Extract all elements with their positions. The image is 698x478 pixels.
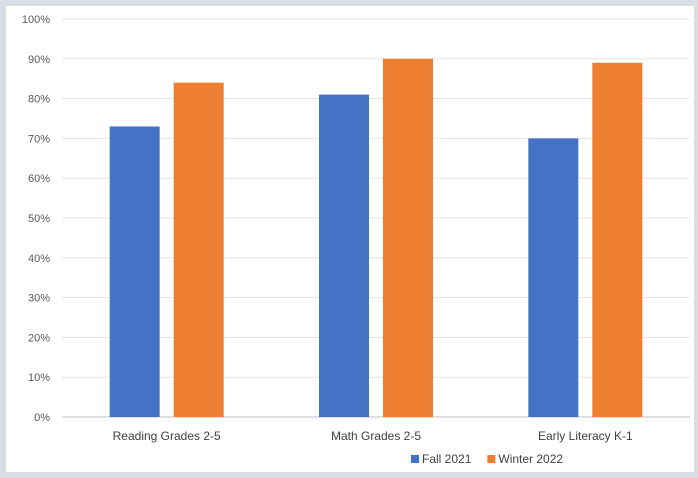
x-category-label: Early Literacy K-1	[538, 429, 633, 443]
legend-swatch	[411, 455, 419, 463]
y-tick-label: 10%	[28, 372, 50, 384]
y-tick-label: 90%	[28, 54, 50, 66]
bar	[592, 62, 643, 417]
x-category-label: Reading Grades 2-5	[113, 429, 221, 443]
bar	[173, 82, 224, 418]
y-tick-label: 30%	[28, 293, 50, 305]
legend-label: Winter 2022	[498, 452, 563, 466]
bar	[528, 138, 579, 417]
y-tick-label: 100%	[22, 14, 50, 26]
bar	[109, 126, 160, 418]
legend-label: Fall 2021	[422, 452, 472, 466]
y-tick-label: 40%	[28, 253, 50, 265]
x-category-label: Math Grades 2-5	[331, 429, 421, 443]
y-tick-label: 0%	[34, 412, 50, 424]
legend-swatch	[487, 455, 496, 463]
bar	[319, 94, 369, 418]
y-axis-ticks: 0% 10% 20% 30% 40% 50% 60% 70% 80% 90% 100%	[22, 14, 50, 424]
gridlines	[62, 18, 690, 418]
y-tick-label: 60%	[28, 173, 50, 185]
y-tick-label: 70%	[28, 133, 50, 145]
bars	[109, 58, 643, 418]
legend: Fall 2021 Winter 2022	[411, 452, 563, 466]
y-tick-label: 50%	[28, 213, 50, 225]
bar	[383, 58, 433, 418]
y-tick-label: 20%	[28, 332, 50, 344]
x-axis-categories: Reading Grades 2-5 Math Grades 2-5 Early L…	[113, 429, 633, 443]
y-tick-label: 80%	[28, 94, 50, 106]
